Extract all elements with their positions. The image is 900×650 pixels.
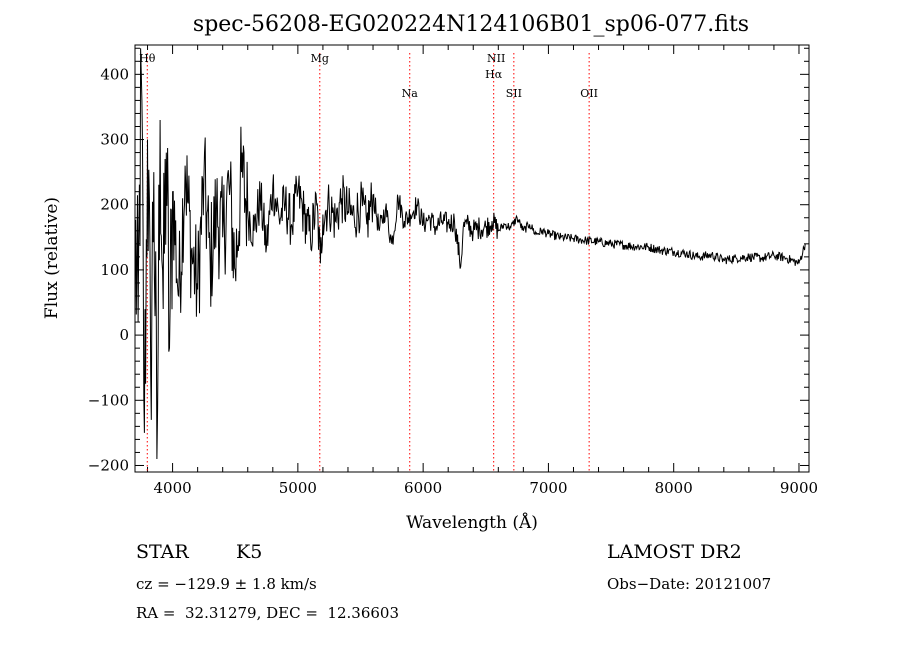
plot-frame	[134, 44, 810, 473]
emission-line-label: SII	[506, 87, 522, 100]
chart-title: spec-56208-EG020224N124106B01_sp06-077.f…	[193, 12, 749, 37]
x-tick-label: 6000	[404, 479, 442, 497]
x-tick-label: 9000	[780, 479, 818, 497]
object-class: STAR	[136, 541, 189, 563]
y-tick-label: −200	[88, 456, 129, 474]
x-tick-label: 5000	[279, 479, 317, 497]
y-tick-label: 200	[100, 196, 129, 214]
emission-line-label: Hθ	[139, 52, 156, 65]
x-tick-label: 7000	[529, 479, 567, 497]
y-axis-label: Flux (relative)	[42, 197, 62, 319]
emission-line-label: Mg	[311, 52, 329, 65]
x-tick-label: 8000	[655, 479, 693, 497]
y-tick-label: 400	[100, 65, 129, 83]
observation-date: Obs−Date: 20121007	[607, 575, 772, 593]
x-axis: 4000 5000 6000 7000 8000 9000	[147, 45, 818, 497]
object-subclass: K5	[236, 541, 263, 563]
y-tick-label: 100	[100, 261, 129, 279]
emission-line-label: NII	[487, 52, 505, 65]
emission-line-label: Na	[402, 87, 419, 100]
coordinates: RA = 32.31279, DEC = 12.36603	[136, 604, 400, 622]
emission-line-label: OII	[580, 87, 598, 100]
x-axis-label: Wavelength (Å)	[406, 512, 538, 533]
y-tick-label: 0	[119, 326, 129, 344]
y-axis: −200 −100 0 100 200 300 400	[88, 47, 809, 474]
emission-line-label: Hα	[485, 68, 503, 81]
y-tick-label: 300	[100, 131, 129, 149]
redshift-cz: cz = −129.9 ± 1.8 km/s	[136, 575, 317, 593]
y-tick-label: −100	[88, 391, 129, 409]
x-tick-label: 4000	[153, 479, 191, 497]
spectrum-line	[134, 48, 806, 460]
survey-name: LAMOST DR2	[607, 541, 742, 563]
